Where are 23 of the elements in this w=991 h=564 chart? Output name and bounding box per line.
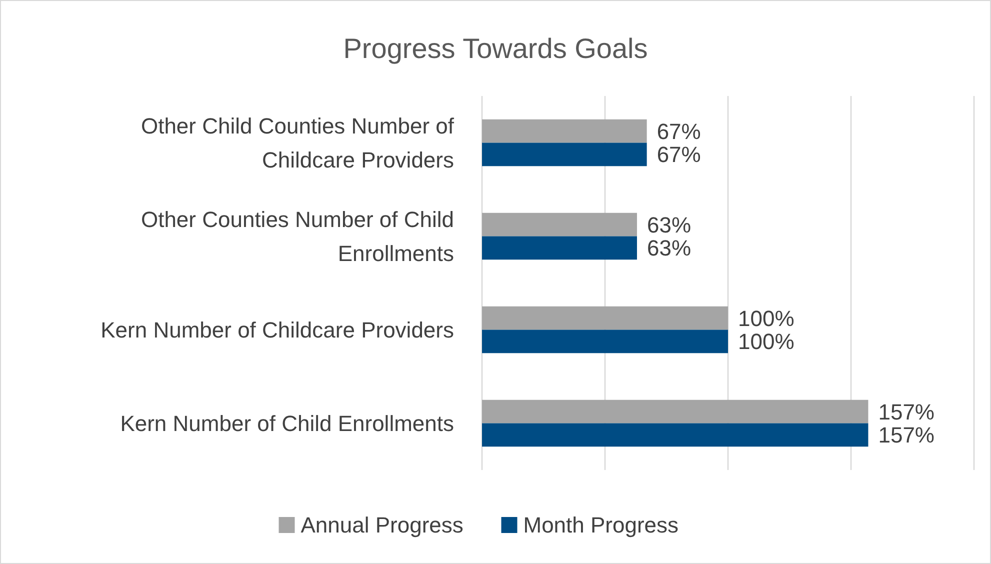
data-label: 100% [738, 329, 794, 354]
y-tick-label: Other Counties Number of Child Enrollments [140, 206, 454, 266]
bar [482, 330, 728, 354]
y-tick-label: Kern Number of Child Enrollments [120, 410, 454, 436]
data-label: 67% [656, 142, 701, 168]
bar [482, 423, 868, 447]
bar [482, 400, 868, 424]
y-tick-label: Kern Number of Childcare Providers [100, 317, 454, 342]
data-label: 63% [646, 212, 692, 238]
bar [482, 142, 647, 166]
data-label: 100% [738, 306, 794, 331]
data-label: 157% [878, 399, 934, 424]
bar [482, 306, 728, 330]
legend-label: Month Progress [523, 512, 679, 538]
legend-label: Annual Progress [300, 512, 464, 538]
data-label: 67% [656, 118, 701, 144]
y-tick-label: Other Child Counties Number of Childcare Providers [140, 113, 455, 172]
bar [482, 119, 647, 143]
data-label: 157% [878, 422, 934, 448]
data-label: 63% [646, 236, 692, 261]
bar [482, 236, 637, 260]
bar [482, 212, 637, 236]
chart-title: Progress Towards Goals [343, 33, 648, 64]
